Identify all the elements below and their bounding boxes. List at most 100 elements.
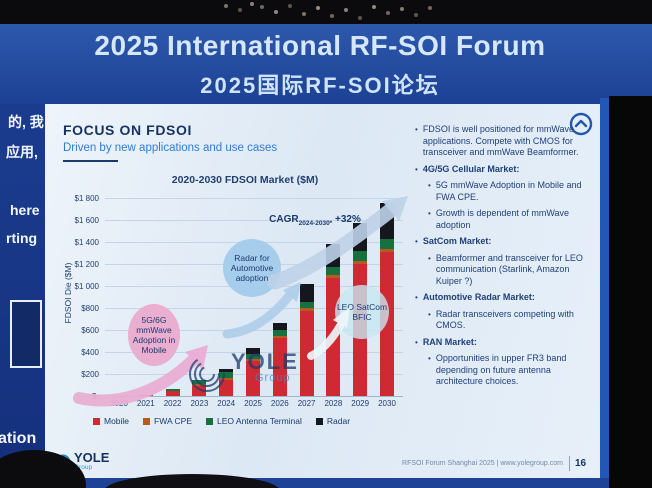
cagr-value: +32% (332, 214, 361, 225)
bullet-text: 4G/5G Cellular Market: (422, 163, 520, 174)
x-tick-label: 2024 (217, 399, 236, 408)
y-tick-label: $1 600 (74, 216, 99, 225)
bullet-text: RAN Market: (422, 336, 477, 347)
x-axis-ticks: 2020 2021 2022 2023 2024 2025 2026 2027 2028 2029… (105, 399, 403, 411)
bar-segment-radar (353, 223, 368, 252)
chandelier (250, 2, 254, 6)
bar-segment-leo-antenna-terminal (380, 239, 394, 249)
bullet-marker: • (428, 354, 431, 363)
slide-subheading: Driven by new applications and use cases (63, 142, 278, 154)
bullet-marker: • (415, 125, 418, 134)
legend-label: Mobile (104, 416, 130, 426)
sub-bullet-item: • Radar transceivers competing with CMOS. (428, 309, 591, 332)
x-tick-label: 2030 (378, 399, 396, 408)
yole-watermark: YOLE Group (185, 349, 299, 396)
bar-segment-radar (326, 243, 341, 267)
bar-segment-fwa-cpe (246, 359, 260, 362)
bar-segment-fwa-cpe (299, 308, 314, 311)
forum-title-zh: 2025国际RF-SOI论坛 (200, 73, 440, 98)
chevron-up-icon[interactable] (569, 112, 593, 136)
sub-bullet-text: 5G mmWave Adoption in Mobile and FWA CPE… (435, 180, 582, 202)
legend-item-leo-antenna-terminal: LEO Antenna Terminal (206, 416, 302, 426)
legend-label: LEO Antenna Terminal (217, 416, 302, 426)
stacked-bar-2024 (219, 369, 234, 396)
sub-bullet-item: • Growth is dependent of mmWave adoption (428, 208, 591, 231)
bubble-automotive-radar: Radar for Automotive adoption (223, 239, 281, 297)
stacked-bar-2022 (165, 388, 180, 396)
legend-item-radar: Radar (315, 416, 351, 426)
side-panel-partial-screen: 的, 我 应用, here rting ation (0, 104, 45, 488)
bar-segment-radar (246, 348, 260, 354)
screen-bezel-bottom (45, 478, 609, 488)
bullet-item: • SatCom Market: (415, 236, 591, 248)
legend-label: FWA CPE (154, 416, 192, 426)
sub-bullet-text: Beamformer and transceiver for LEO commu… (435, 252, 583, 286)
side-panel-window (10, 300, 42, 368)
bullet-item: • 4G/5G Cellular Market: (415, 164, 591, 176)
sub-bullet-item: • 5G mmWave Adoption in Mobile and FWA CP… (428, 180, 591, 203)
legend-chip (93, 417, 100, 425)
x-tick-label: 2029 (351, 399, 370, 408)
cagr-annotation: CAGR2024-2030* +32% (235, 214, 395, 227)
slide-heading: FOCUS ON FDSOI (63, 122, 192, 138)
gridline (105, 198, 403, 199)
legend-item-mobile: Mobile (93, 416, 129, 426)
stacked-bar-2021 (138, 394, 153, 396)
sub-bullet-text: Opportunities in upper FR3 band dependin… (435, 353, 567, 386)
bar-segment-leo-antenna-terminal (219, 372, 234, 378)
x-tick-label: 2028 (324, 399, 343, 408)
watermark-brand: YOLE (231, 349, 299, 374)
page-number: 16 (575, 458, 587, 469)
bar-segment-leo-antenna-terminal (353, 251, 368, 261)
heading-underline (63, 160, 118, 162)
side-text-fragment: 的, 我 (8, 114, 44, 130)
bullet-marker: • (428, 181, 431, 190)
bar-segment-mobile (219, 379, 234, 396)
bar-segment-mobile (272, 337, 287, 396)
stacked-bar-2025 (246, 348, 260, 396)
x-tick-label: 2022 (163, 399, 182, 408)
bar-segment-mobile (326, 277, 341, 396)
y-tick-label: $1 200 (74, 260, 99, 269)
legend-chip (143, 417, 151, 425)
bullet-marker: • (415, 237, 418, 246)
sub-bullet-text: Growth is dependent of mmWave adoption (435, 208, 570, 230)
x-tick-label: 2020 (110, 399, 128, 408)
x-tick-label: 2026 (270, 399, 289, 408)
bar-segment-fwa-cpe (219, 377, 234, 380)
side-text-fragment: here (10, 202, 40, 218)
bar-segment-leo-antenna-terminal (299, 302, 314, 309)
bullet-marker: • (415, 293, 418, 302)
x-tick-label: 2025 (244, 399, 262, 408)
side-text-fragment: rting (6, 230, 38, 246)
bullet-item: • FDSOI is well positioned for mmWave app… (415, 124, 591, 159)
bar-segment-radar (219, 369, 234, 373)
y-tick-label: $1 000 (74, 282, 99, 291)
bar-segment-radar (299, 283, 314, 303)
slide: FOCUS ON FDSOI Driven by new application… (45, 104, 601, 478)
fdsoi-market-chart: 2020-2030 FDSOI Market ($M) FDSOI Die ($… (55, 170, 415, 432)
room-dark-right-edge (609, 96, 652, 488)
y-tick-label: $800 (81, 304, 99, 313)
side-text-fragment: 应用, (6, 144, 38, 160)
legend-label: Radar (326, 416, 351, 426)
footer-credit: RFSOI Forum Shanghai 2025 | www.yolegrou… (402, 460, 563, 467)
bullet-text: SatCom Market: (422, 236, 492, 246)
bar-segment-leo-antenna-terminal (326, 266, 341, 275)
cagr-label: CAGR (269, 214, 299, 225)
legend-chip (315, 417, 323, 425)
bullet-list: • FDSOI is well positioned for mmWave app… (415, 124, 591, 393)
y-tick-label: $1 400 (74, 238, 99, 247)
forum-title-en: 2025 International RF-SOI Forum (94, 30, 546, 61)
chart-title: 2020-2030 FDSOI Market ($M) (171, 174, 319, 186)
stacked-bar-2027 (299, 283, 314, 396)
bar-segment-radar (272, 322, 287, 330)
room-ceiling-dark-area (0, 0, 652, 24)
bullet-text: Automotive Radar Market: (422, 292, 535, 302)
sub-bullet-item: • Beamformer and transceiver for LEO comm… (428, 253, 591, 288)
y-tick-label: $600 (81, 326, 99, 335)
screen-bezel-right (600, 98, 609, 488)
bar-segment-leo-antenna-terminal (246, 353, 260, 360)
gridline (105, 220, 403, 221)
